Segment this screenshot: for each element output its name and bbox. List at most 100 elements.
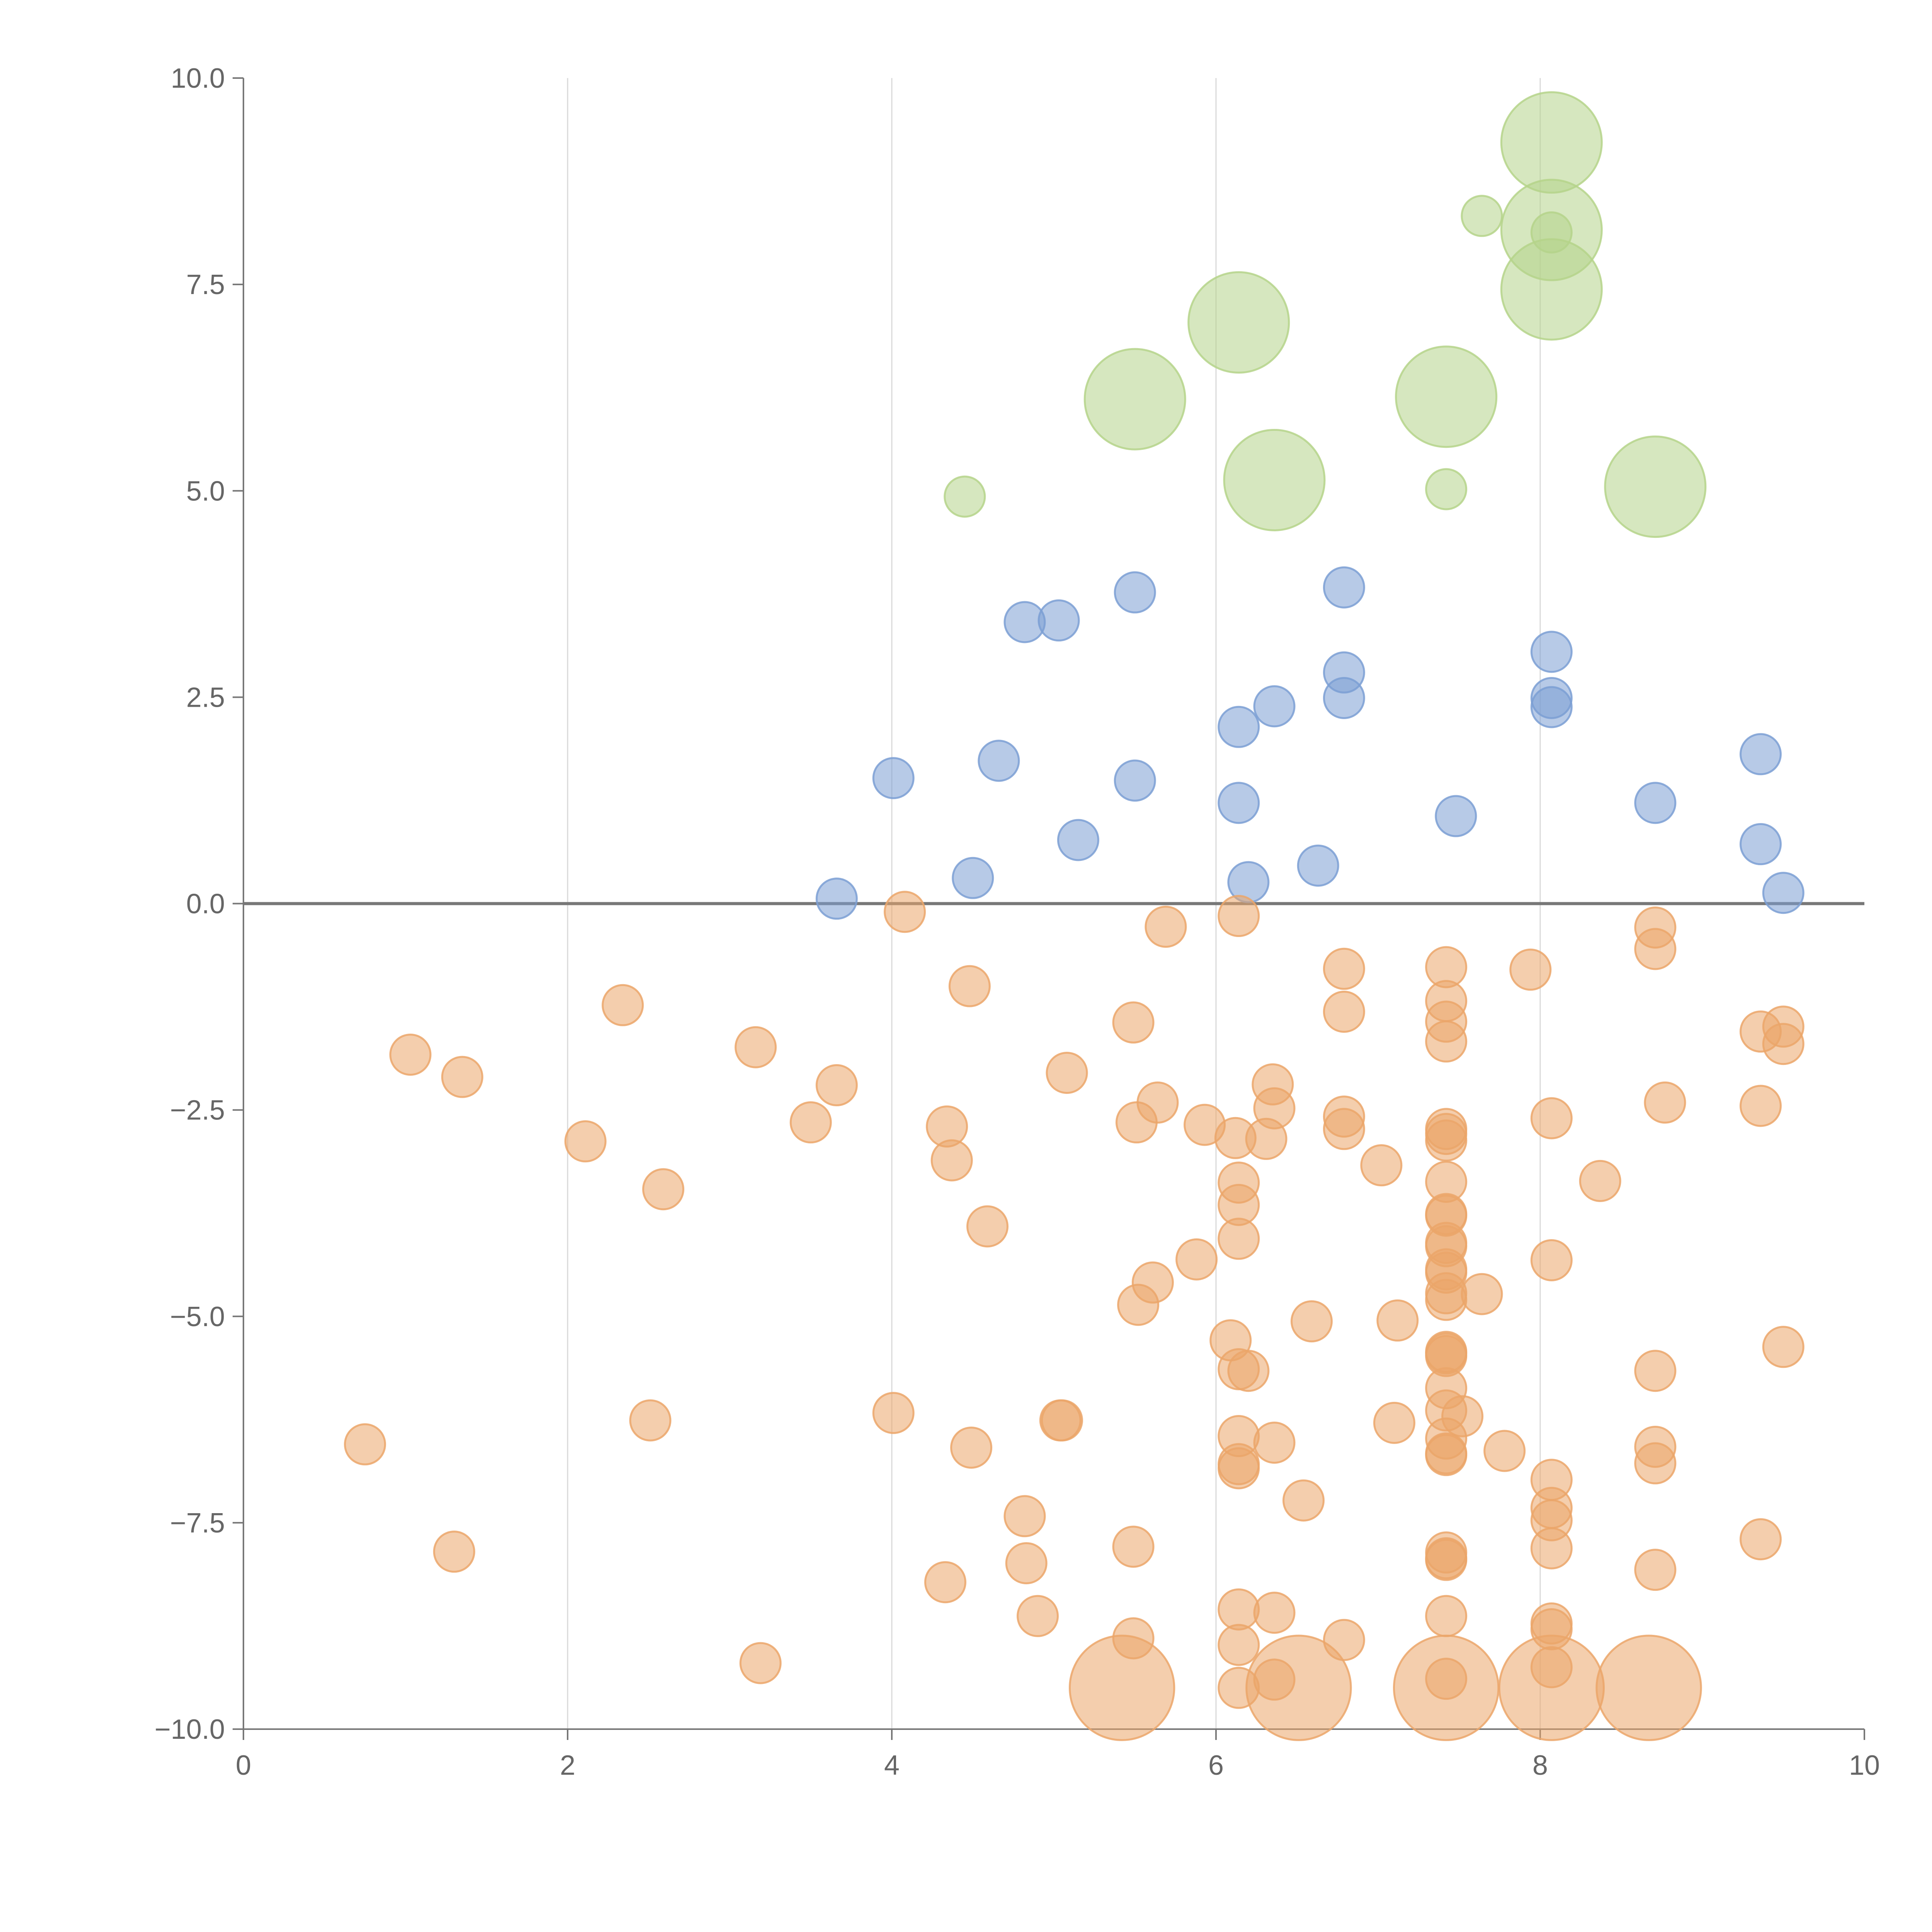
y-tick-label: −10.0 (155, 1714, 225, 1745)
x-tick-label: 4 (884, 1750, 900, 1781)
blue-bubble-point (1037, 599, 1080, 642)
orange-bubble-point (1595, 1634, 1702, 1741)
orange-bubble-point (1068, 1634, 1175, 1741)
orange-bubble-point (1634, 928, 1677, 970)
green-bubble-point (1461, 195, 1503, 237)
orange-bubble-point (1425, 1595, 1468, 1637)
orange-bubble-point (1323, 1108, 1365, 1150)
orange-bubble-point (1530, 1527, 1573, 1570)
orange-bubble-point (735, 1026, 777, 1068)
orange-bubble-point (564, 1120, 607, 1163)
blue-bubble-point (1530, 631, 1573, 673)
orange-bubble-point (441, 1056, 483, 1098)
blue-bubble-point (1530, 686, 1573, 728)
orange-bubble-point (1112, 1001, 1155, 1044)
orange-bubble-point (1218, 1447, 1260, 1490)
orange-bubble-point (1762, 1023, 1804, 1065)
x-tick-label: 10 (1849, 1750, 1880, 1781)
orange-bubble-point (1131, 1261, 1174, 1304)
orange-bubble-point (1253, 1592, 1296, 1634)
orange-bubble-point (1360, 1144, 1403, 1187)
green-bubble-point (1083, 348, 1186, 451)
blue-bubble-point (872, 757, 915, 799)
orange-bubble-point (1253, 1422, 1296, 1464)
y-tick-label: 2.5 (186, 682, 225, 713)
blue-bubble-point (1740, 823, 1782, 866)
blue-bubble-point (1762, 872, 1804, 914)
blue-bubble-point (1740, 733, 1782, 776)
orange-bubble-point (1634, 1549, 1677, 1591)
y-tick-label: 5.0 (186, 476, 225, 507)
orange-bubble-point (1323, 990, 1365, 1033)
orange-bubble-point (1483, 1430, 1526, 1472)
blue-bubble-point (978, 740, 1020, 782)
blue-bubble-point (952, 857, 994, 899)
x-tick-label: 6 (1208, 1750, 1224, 1781)
green-bubble-point (1223, 429, 1326, 531)
orange-bubble-point (1762, 1326, 1804, 1368)
orange-bubble-point (433, 1531, 475, 1573)
blue-bubble-point (1057, 819, 1099, 861)
y-tick-label: 7.5 (186, 269, 225, 300)
y-tick-label: 0.0 (186, 889, 225, 920)
blue-bubble-point (815, 878, 858, 920)
orange-bubble-point (1393, 1634, 1500, 1741)
orange-bubble-point (789, 1101, 832, 1144)
blue-bubble-point (1323, 677, 1365, 719)
blue-bubble-point (1297, 844, 1339, 887)
orange-bubble-point (1425, 1119, 1468, 1162)
orange-bubble-point (1644, 1081, 1686, 1124)
x-tick-label: 2 (560, 1750, 575, 1781)
orange-bubble-point (1136, 1081, 1179, 1124)
x-tick-label: 0 (236, 1750, 251, 1781)
orange-bubble-point (629, 1399, 672, 1442)
orange-bubble-point (1425, 1434, 1468, 1476)
orange-bubble-point (1291, 1300, 1333, 1343)
blue-bubble-point (1218, 706, 1260, 748)
orange-bubble-point (1218, 895, 1260, 937)
y-tick-label: 10.0 (171, 63, 225, 94)
blue-bubble-point (1634, 782, 1677, 824)
orange-bubble-point (1253, 1087, 1296, 1129)
orange-bubble-point (1441, 1395, 1484, 1437)
orange-bubble-point (1003, 1495, 1046, 1537)
orange-bubble-point (966, 1205, 1009, 1248)
orange-bubble-point (344, 1423, 386, 1466)
orange-bubble-point (1579, 1160, 1621, 1202)
green-bubble-point (1500, 238, 1603, 341)
blue-bubble-point (1218, 782, 1260, 824)
orange-bubble-point (1530, 1097, 1573, 1139)
orange-bubble-point (1740, 1518, 1782, 1561)
axis-layer (233, 77, 1865, 1740)
orange-bubble-point (1425, 1020, 1468, 1063)
x-tick-label: 8 (1532, 1750, 1548, 1781)
blue-bubble-point (1435, 795, 1477, 837)
orange-bubble-point (1218, 1588, 1260, 1631)
orange-bubble-point (1112, 1526, 1155, 1568)
orange-bubble-point (1005, 1542, 1048, 1585)
orange-bubble-point (1046, 1051, 1088, 1094)
green-bubble-point (944, 475, 986, 518)
orange-bubble-point (602, 984, 644, 1026)
orange-bubble-point (1425, 1279, 1468, 1321)
green-bubble-point (1500, 91, 1603, 194)
orange-bubble-point (815, 1064, 858, 1107)
green-bubble-point (1425, 468, 1468, 510)
orange-bubble-point (1461, 1273, 1503, 1315)
orange-bubble-point (1376, 1299, 1419, 1342)
orange-bubble-point (389, 1033, 432, 1076)
orange-bubble-point (1227, 1350, 1270, 1392)
orange-bubble-point (1425, 1539, 1468, 1581)
orange-bubble-point (1218, 1624, 1260, 1666)
orange-bubble-point (642, 1168, 685, 1211)
orange-bubble-point (1175, 1238, 1218, 1281)
orange-bubble-point (924, 1561, 966, 1604)
orange-bubble-point (948, 965, 991, 1007)
orange-bubble-point (1509, 948, 1552, 991)
orange-bubble-point (739, 1642, 782, 1684)
orange-bubble-point (1373, 1401, 1415, 1444)
orange-bubble-point (1145, 905, 1187, 948)
blue-bubble-point (1253, 685, 1296, 728)
